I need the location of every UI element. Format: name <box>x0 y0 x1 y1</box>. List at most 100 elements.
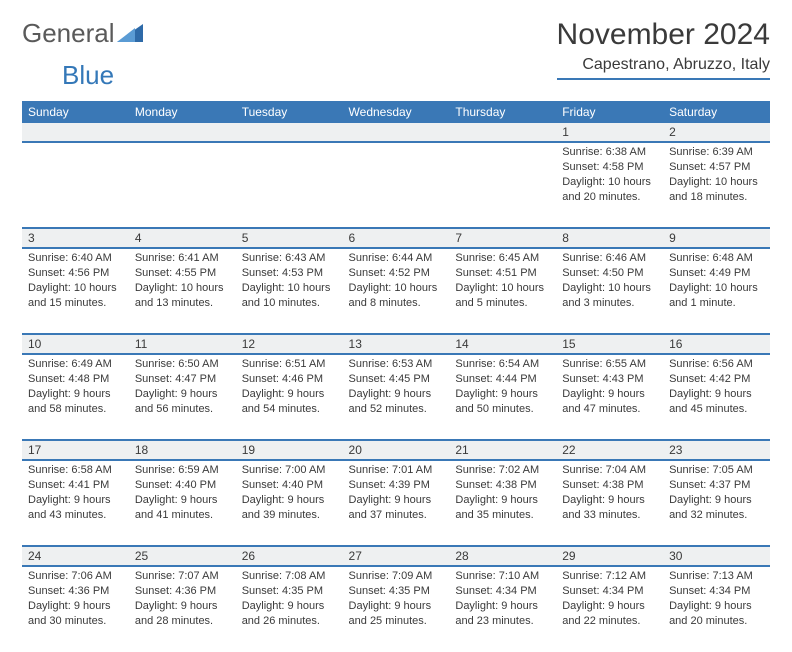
day-number <box>129 123 236 142</box>
sunrise-line: Sunrise: 6:53 AM <box>349 357 444 372</box>
sunset-line: Sunset: 4:45 PM <box>349 372 444 387</box>
day-info: Sunrise: 7:10 AMSunset: 4:34 PMDaylight:… <box>455 567 550 628</box>
daynum-row: 24252627282930 <box>22 546 770 566</box>
day-cell: Sunrise: 6:46 AMSunset: 4:50 PMDaylight:… <box>556 248 663 334</box>
day-number: 7 <box>449 228 556 248</box>
day-cell: Sunrise: 7:05 AMSunset: 4:37 PMDaylight:… <box>663 460 770 546</box>
sunset-line: Sunset: 4:57 PM <box>669 160 764 175</box>
day-cell: Sunrise: 7:13 AMSunset: 4:34 PMDaylight:… <box>663 566 770 652</box>
daylight-line: Daylight: 9 hours and 47 minutes. <box>562 387 657 417</box>
sunrise-line: Sunrise: 6:44 AM <box>349 251 444 266</box>
sunrise-line: Sunrise: 7:00 AM <box>242 463 337 478</box>
day-number: 19 <box>236 440 343 460</box>
day-cell: Sunrise: 7:10 AMSunset: 4:34 PMDaylight:… <box>449 566 556 652</box>
day-cell: Sunrise: 6:51 AMSunset: 4:46 PMDaylight:… <box>236 354 343 440</box>
day-cell: Sunrise: 6:55 AMSunset: 4:43 PMDaylight:… <box>556 354 663 440</box>
sunset-line: Sunset: 4:46 PM <box>242 372 337 387</box>
day-cell: Sunrise: 7:07 AMSunset: 4:36 PMDaylight:… <box>129 566 236 652</box>
day-number: 16 <box>663 334 770 354</box>
day-number <box>449 123 556 142</box>
daynum-row: 17181920212223 <box>22 440 770 460</box>
day-number: 2 <box>663 123 770 142</box>
logo-word1: General <box>22 18 115 49</box>
day-header: Monday <box>129 101 236 123</box>
sunrise-line: Sunrise: 7:09 AM <box>349 569 444 584</box>
day-number: 28 <box>449 546 556 566</box>
daylight-line: Daylight: 10 hours and 10 minutes. <box>242 281 337 311</box>
sunrise-line: Sunrise: 6:39 AM <box>669 145 764 160</box>
logo-triangle-icon <box>117 18 143 49</box>
day-cell: Sunrise: 6:48 AMSunset: 4:49 PMDaylight:… <box>663 248 770 334</box>
daylight-line: Daylight: 9 hours and 20 minutes. <box>669 599 764 629</box>
daylight-line: Daylight: 9 hours and 56 minutes. <box>135 387 230 417</box>
sunset-line: Sunset: 4:34 PM <box>562 584 657 599</box>
day-number: 8 <box>556 228 663 248</box>
day-cell: Sunrise: 6:54 AMSunset: 4:44 PMDaylight:… <box>449 354 556 440</box>
day-cell <box>449 142 556 228</box>
sunrise-line: Sunrise: 6:51 AM <box>242 357 337 372</box>
day-header-row: SundayMondayTuesdayWednesdayThursdayFrid… <box>22 101 770 123</box>
sunrise-line: Sunrise: 6:55 AM <box>562 357 657 372</box>
day-cell: Sunrise: 7:09 AMSunset: 4:35 PMDaylight:… <box>343 566 450 652</box>
day-cell <box>236 142 343 228</box>
sunrise-line: Sunrise: 6:40 AM <box>28 251 123 266</box>
day-number: 24 <box>22 546 129 566</box>
day-cell: Sunrise: 7:01 AMSunset: 4:39 PMDaylight:… <box>343 460 450 546</box>
daylight-line: Daylight: 10 hours and 20 minutes. <box>562 175 657 205</box>
day-info: Sunrise: 6:51 AMSunset: 4:46 PMDaylight:… <box>242 355 337 416</box>
daynum-row: 10111213141516 <box>22 334 770 354</box>
day-cell: Sunrise: 6:43 AMSunset: 4:53 PMDaylight:… <box>236 248 343 334</box>
sunset-line: Sunset: 4:42 PM <box>669 372 764 387</box>
day-info: Sunrise: 6:44 AMSunset: 4:52 PMDaylight:… <box>349 249 444 310</box>
daylight-line: Daylight: 9 hours and 58 minutes. <box>28 387 123 417</box>
logo-word2: Blue <box>62 60 114 90</box>
daylight-line: Daylight: 9 hours and 25 minutes. <box>349 599 444 629</box>
day-cell: Sunrise: 6:53 AMSunset: 4:45 PMDaylight:… <box>343 354 450 440</box>
day-info: Sunrise: 7:04 AMSunset: 4:38 PMDaylight:… <box>562 461 657 522</box>
day-number: 6 <box>343 228 450 248</box>
daylight-line: Daylight: 9 hours and 23 minutes. <box>455 599 550 629</box>
logo: General <box>22 18 145 49</box>
day-info: Sunrise: 7:06 AMSunset: 4:36 PMDaylight:… <box>28 567 123 628</box>
sunset-line: Sunset: 4:53 PM <box>242 266 337 281</box>
day-cell: Sunrise: 6:44 AMSunset: 4:52 PMDaylight:… <box>343 248 450 334</box>
day-cell: Sunrise: 7:02 AMSunset: 4:38 PMDaylight:… <box>449 460 556 546</box>
day-info: Sunrise: 6:48 AMSunset: 4:49 PMDaylight:… <box>669 249 764 310</box>
day-header: Wednesday <box>343 101 450 123</box>
daynum-row: 3456789 <box>22 228 770 248</box>
sunset-line: Sunset: 4:38 PM <box>455 478 550 493</box>
day-number: 4 <box>129 228 236 248</box>
daynum-row: 12 <box>22 123 770 142</box>
daylight-line: Daylight: 9 hours and 39 minutes. <box>242 493 337 523</box>
sunset-line: Sunset: 4:47 PM <box>135 372 230 387</box>
daylight-line: Daylight: 9 hours and 30 minutes. <box>28 599 123 629</box>
day-info: Sunrise: 7:12 AMSunset: 4:34 PMDaylight:… <box>562 567 657 628</box>
day-info: Sunrise: 6:38 AMSunset: 4:58 PMDaylight:… <box>562 143 657 204</box>
month-title: November 2024 <box>557 18 770 52</box>
sunset-line: Sunset: 4:36 PM <box>135 584 230 599</box>
day-cell: Sunrise: 7:08 AMSunset: 4:35 PMDaylight:… <box>236 566 343 652</box>
sunset-line: Sunset: 4:34 PM <box>669 584 764 599</box>
sunset-line: Sunset: 4:40 PM <box>242 478 337 493</box>
day-number: 25 <box>129 546 236 566</box>
day-info: Sunrise: 6:45 AMSunset: 4:51 PMDaylight:… <box>455 249 550 310</box>
day-number: 21 <box>449 440 556 460</box>
sunrise-line: Sunrise: 6:54 AM <box>455 357 550 372</box>
sunrise-line: Sunrise: 7:08 AM <box>242 569 337 584</box>
day-number: 9 <box>663 228 770 248</box>
day-number: 20 <box>343 440 450 460</box>
day-info: Sunrise: 7:08 AMSunset: 4:35 PMDaylight:… <box>242 567 337 628</box>
day-info: Sunrise: 6:53 AMSunset: 4:45 PMDaylight:… <box>349 355 444 416</box>
daylight-line: Daylight: 10 hours and 13 minutes. <box>135 281 230 311</box>
daylight-line: Daylight: 9 hours and 41 minutes. <box>135 493 230 523</box>
day-cell: Sunrise: 6:41 AMSunset: 4:55 PMDaylight:… <box>129 248 236 334</box>
day-cell: Sunrise: 6:40 AMSunset: 4:56 PMDaylight:… <box>22 248 129 334</box>
day-number: 30 <box>663 546 770 566</box>
sunset-line: Sunset: 4:48 PM <box>28 372 123 387</box>
day-number: 14 <box>449 334 556 354</box>
day-number: 29 <box>556 546 663 566</box>
week-row: Sunrise: 7:06 AMSunset: 4:36 PMDaylight:… <box>22 566 770 652</box>
day-header: Tuesday <box>236 101 343 123</box>
sunrise-line: Sunrise: 6:56 AM <box>669 357 764 372</box>
day-cell: Sunrise: 6:56 AMSunset: 4:42 PMDaylight:… <box>663 354 770 440</box>
